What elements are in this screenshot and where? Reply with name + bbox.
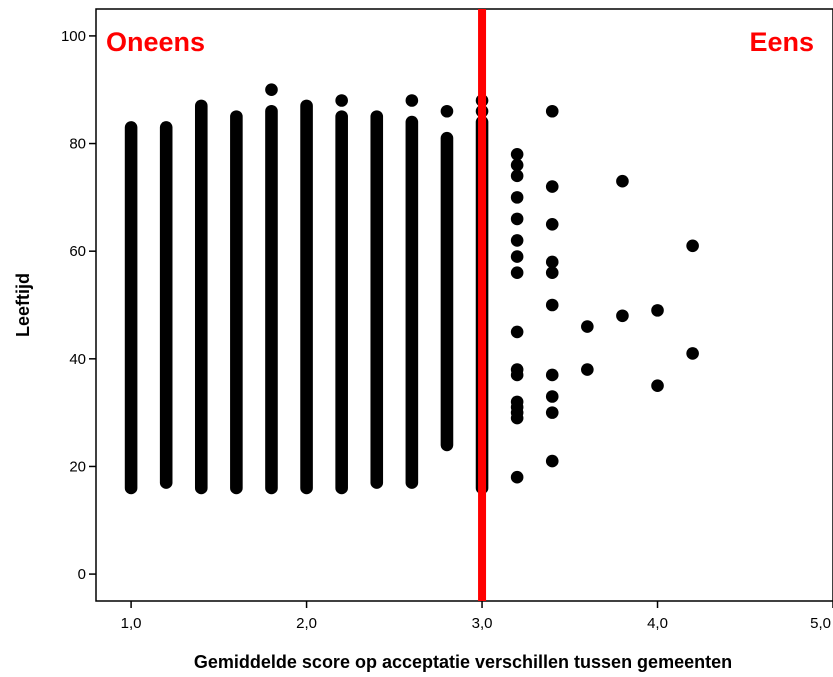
data-point	[545, 217, 559, 231]
data-point	[686, 239, 699, 253]
plot-frame	[95, 8, 833, 602]
data-point	[335, 94, 348, 107]
data-point	[510, 191, 524, 204]
data-point	[651, 304, 664, 317]
y-axis-title: Leeftijd	[13, 273, 33, 337]
data-point	[510, 169, 524, 183]
x-tick-label: 1,0	[121, 615, 142, 632]
data-point	[265, 83, 278, 97]
annotation-oneens: Oneens	[106, 27, 205, 57]
data-point	[545, 454, 559, 468]
data-point	[651, 379, 664, 393]
data-point	[405, 94, 419, 107]
data-point	[686, 347, 699, 360]
x-tick-label: 5,0	[810, 615, 831, 632]
data-point	[510, 325, 524, 339]
data-point	[510, 158, 524, 172]
annotation-eens: Eens	[749, 27, 814, 57]
data-point	[510, 234, 524, 247]
data-point	[510, 411, 524, 425]
data-point	[545, 255, 559, 269]
data-point	[545, 390, 559, 403]
data-point	[545, 104, 559, 118]
x-axis: 1,0 2,0 3,0 4,0 5,0	[121, 601, 833, 632]
x-axis-title: Gemiddelde score op acceptatie verschill…	[194, 652, 732, 672]
x-tick-label: 2,0	[296, 615, 317, 632]
data-point	[616, 174, 629, 188]
data-point	[510, 212, 524, 226]
data-point	[545, 180, 559, 193]
data-point	[581, 320, 594, 333]
data-point	[440, 104, 454, 118]
data-point	[616, 309, 629, 323]
y-axis: 0 20 40 60 80 100	[61, 28, 96, 583]
data-point	[510, 470, 524, 484]
x-tick-label: 4,0	[647, 615, 668, 632]
data-point	[510, 148, 524, 161]
y-tick-label: 80	[69, 136, 86, 153]
data-point	[545, 406, 559, 419]
y-tick-label: 20	[69, 458, 86, 475]
x-tick-label: 3,0	[472, 615, 493, 632]
y-tick-label: 60	[69, 243, 86, 260]
data-point	[510, 368, 524, 382]
data-point	[581, 363, 594, 376]
y-tick-label: 0	[78, 566, 86, 583]
data-point	[510, 250, 524, 263]
y-tick-label: 40	[69, 351, 86, 368]
data-point	[545, 266, 559, 280]
y-tick-label: 100	[61, 28, 86, 45]
data-point	[545, 368, 559, 382]
data-point	[510, 266, 524, 280]
data-point	[545, 298, 559, 312]
